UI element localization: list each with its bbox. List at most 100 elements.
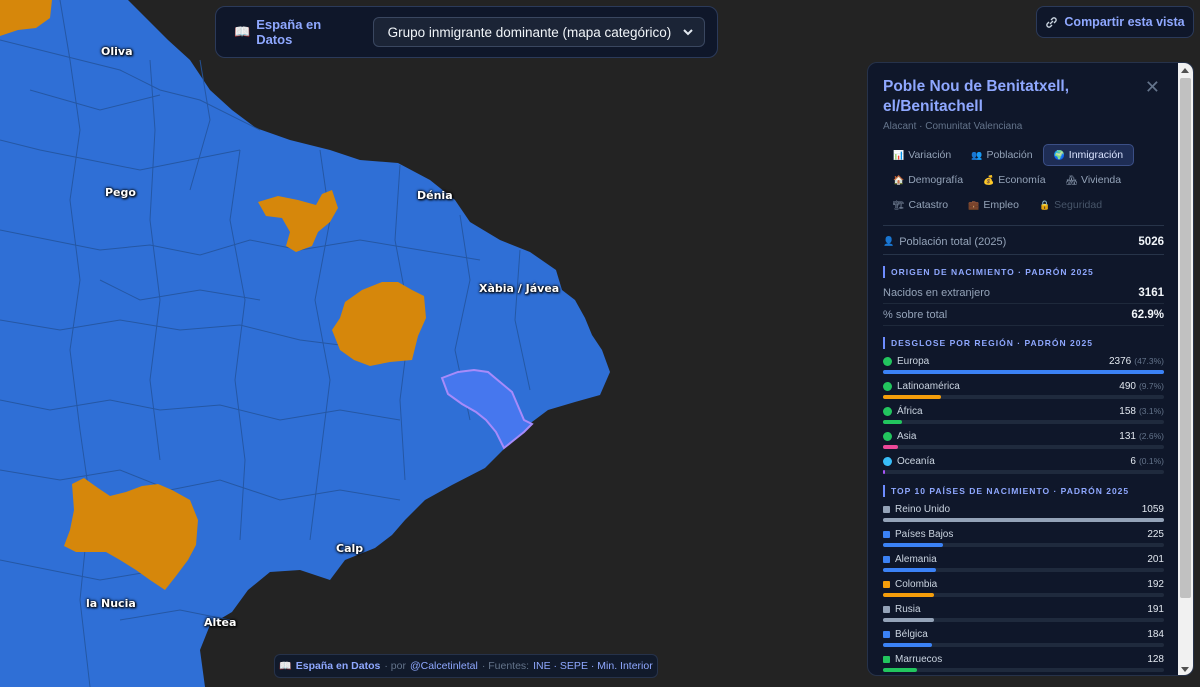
- bar-fill: [883, 643, 932, 647]
- bar-item: Europa 2376 (47.3%): [883, 354, 1164, 374]
- bar-item-label: África: [897, 405, 923, 417]
- bar-item-value: 191: [1147, 603, 1164, 615]
- town-label-xabia: Xàbia / Jávea: [479, 282, 560, 295]
- selected-municipality: [440, 368, 534, 450]
- tab-catastro[interactable]: 🏗 Catastro: [883, 194, 958, 216]
- town-label-altea: Altea: [204, 616, 237, 629]
- bar-item-label: Rusia: [895, 603, 921, 615]
- bar-track: [883, 593, 1164, 597]
- legend-square-icon: [883, 630, 890, 638]
- tab-demografia[interactable]: 🏠 Demografía: [883, 169, 973, 191]
- bar-item-value: 1059: [1141, 503, 1164, 515]
- scroll-down-arrow-icon[interactable]: [1181, 667, 1189, 672]
- town-label-denia: Dénia: [417, 189, 453, 202]
- tab-vivienda[interactable]: 🏘 Vivienda: [1056, 169, 1132, 191]
- bar-item-value-wrap: 192: [1147, 579, 1164, 590]
- scroll-up-arrow-icon[interactable]: [1181, 68, 1189, 73]
- tab-label: Vivienda: [1081, 174, 1122, 186]
- bar-item-row: Reino Unido 1059: [883, 502, 1164, 516]
- bar-item-value: 490: [1119, 380, 1136, 392]
- bar-track: [883, 420, 1164, 424]
- bar-item-label-wrap: Latinoamérica: [883, 381, 960, 392]
- bar-item-label-wrap: Rusia: [883, 604, 921, 615]
- close-icon[interactable]: ✕: [1144, 77, 1160, 97]
- tab-inmigracion[interactable]: 🌍 Inmigración: [1042, 144, 1135, 166]
- bar-item-value-wrap: 490 (9.7%): [1119, 381, 1164, 392]
- bar-item-row: Latinoamérica 490 (9.7%): [883, 379, 1164, 393]
- bar-item-label-wrap: Bélgica: [883, 629, 928, 640]
- person-icon: 👤: [883, 236, 895, 246]
- bar-item-percent: (47.3%): [1134, 355, 1164, 366]
- bar-track: [883, 668, 1164, 672]
- footer-sources[interactable]: INE · SEPE · Min. Interior: [533, 660, 653, 672]
- bar-track: [883, 618, 1164, 622]
- town-label-oliva: Oliva: [101, 45, 133, 58]
- globe-icon: 🌍: [1053, 149, 1065, 160]
- map-layer-select[interactable]: Grupo inmigrante dominante (mapa categór…: [372, 17, 705, 47]
- legend-square-icon: [883, 605, 890, 613]
- globe-icon: [883, 381, 892, 391]
- bar-item: Rusia 191: [883, 602, 1164, 622]
- bar-item-label: Alemania: [895, 553, 937, 565]
- bar-fill: [883, 445, 899, 449]
- bar-item-row: Alemania 201: [883, 552, 1164, 566]
- bar-item: Asia 131 (2.6%): [883, 429, 1164, 449]
- bar-item-label: Bélgica: [895, 628, 928, 640]
- stat-row: % sobre total 62.9%: [883, 304, 1164, 326]
- bar-track: [883, 445, 1164, 449]
- bar-item-label: Latinoamérica: [897, 380, 960, 392]
- bar-item-label: Europa: [897, 355, 930, 367]
- municipality-title: Poble Nou de Benitatxell, el/Benitachell: [883, 78, 1070, 115]
- bar-item-label-wrap: Asia: [883, 431, 916, 442]
- scrollbar-thumb[interactable]: [1180, 78, 1191, 598]
- divider: [883, 225, 1164, 226]
- share-view-button[interactable]: Compartir esta vista: [1036, 6, 1194, 38]
- open-book-icon: 📖: [279, 660, 292, 672]
- total-population-value: 5026: [1138, 235, 1164, 248]
- bar-item-percent: (3.1%): [1138, 405, 1164, 416]
- bar-track: [883, 543, 1164, 547]
- bar-fill: [883, 518, 1164, 522]
- bar-item-value-wrap: 1059: [1142, 504, 1164, 515]
- tab-seguridad[interactable]: 🔒 Seguridad: [1029, 194, 1112, 216]
- bar-item-value-wrap: 128: [1147, 654, 1164, 665]
- bar-item-value: 2376: [1108, 355, 1132, 367]
- footer-author-link[interactable]: @Calcetinletal: [409, 660, 478, 672]
- bar-item: Bélgica 184: [883, 627, 1164, 647]
- bar-item: Reino Unido 1059: [883, 502, 1164, 522]
- town-label-pego: Pego: [105, 186, 136, 199]
- tab-label: Demografía: [908, 174, 964, 186]
- municipality-panel: Poble Nou de Benitatxell, el/Benitachell…: [867, 62, 1194, 676]
- crane-icon: 🏗: [893, 199, 905, 210]
- tab-empleo[interactable]: 💼 Empleo: [958, 194, 1029, 216]
- bar-track: [883, 370, 1164, 374]
- bar-item-label: Reino Unido: [895, 503, 951, 515]
- legend-square-icon: [883, 580, 890, 588]
- bar-item-label: Marruecos: [895, 653, 943, 665]
- bar-item-value: 225: [1147, 528, 1164, 540]
- houses-icon: 🏘: [1065, 174, 1078, 185]
- tab-economia[interactable]: 💰 Economía: [973, 169, 1056, 191]
- tab-variacion[interactable]: 📊 Variación: [883, 144, 961, 166]
- globe-icon: [883, 356, 892, 366]
- tab-poblacion[interactable]: 👥 Población: [961, 144, 1042, 166]
- panel-scrollbar[interactable]: [1178, 63, 1193, 675]
- bar-item-label-wrap: Europa: [883, 356, 929, 367]
- bar-item-row: Europa 2376 (47.3%): [883, 354, 1164, 368]
- stat-value: 3161: [1138, 286, 1164, 299]
- footer-brand: España en Datos: [295, 660, 381, 672]
- town-label-la-nucia: la Nucia: [86, 597, 136, 610]
- region-breakdown-list: Europa 2376 (47.3%) Latinoamérica 490 (9.7%) Á…: [883, 354, 1164, 474]
- bar-item: África 158 (3.1%): [883, 404, 1164, 424]
- bar-item-label: Colombia: [895, 578, 938, 590]
- orange-municipality: [64, 478, 198, 590]
- bar-item-value: 131: [1119, 430, 1136, 442]
- orange-municipality: [0, 0, 52, 36]
- bar-item-label: Países Bajos: [895, 528, 954, 540]
- footer-por: · por: [384, 660, 406, 672]
- bar-item: Marruecos 128: [883, 652, 1164, 672]
- bar-item-row: Rusia 191: [883, 602, 1164, 616]
- bar-item-value-wrap: 158 (3.1%): [1119, 406, 1164, 417]
- brand[interactable]: 📖 España en Datos: [234, 17, 359, 47]
- total-population-row: 👤 Población total (2025) 5026: [883, 229, 1164, 255]
